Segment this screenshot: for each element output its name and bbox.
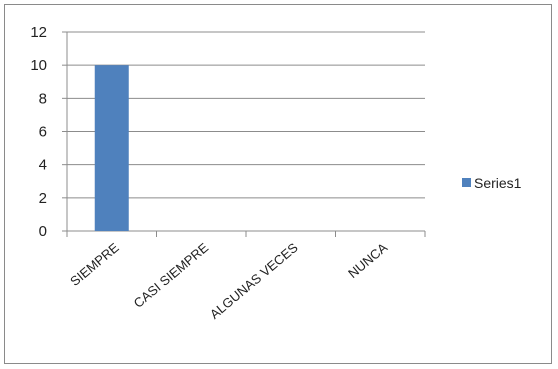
y-tick-label-4: 4 xyxy=(39,157,47,174)
bar-siempre xyxy=(94,65,129,232)
legend-swatch-series1 xyxy=(462,178,471,187)
y-tick-label-8: 8 xyxy=(39,90,47,107)
x-category-label-1: SIEMPRE xyxy=(67,240,122,289)
y-tick-label-12: 12 xyxy=(30,24,47,41)
y-tick-label-10: 10 xyxy=(30,57,47,74)
y-tick-label-0: 0 xyxy=(39,223,47,240)
y-axis: 0 2 4 6 8 10 12 xyxy=(30,24,68,240)
bars xyxy=(94,65,129,232)
y-tick-label-2: 2 xyxy=(39,190,47,207)
legend-label-series1: Series1 xyxy=(474,175,522,191)
legend: Series1 xyxy=(462,175,522,191)
y-tick-label-6: 6 xyxy=(39,124,47,141)
x-category-label-3: ALGUNAS VECES xyxy=(207,240,301,322)
x-category-label-4: NUNCA xyxy=(345,240,390,281)
x-category-label-2: CASI SIEMPRE xyxy=(131,240,212,311)
